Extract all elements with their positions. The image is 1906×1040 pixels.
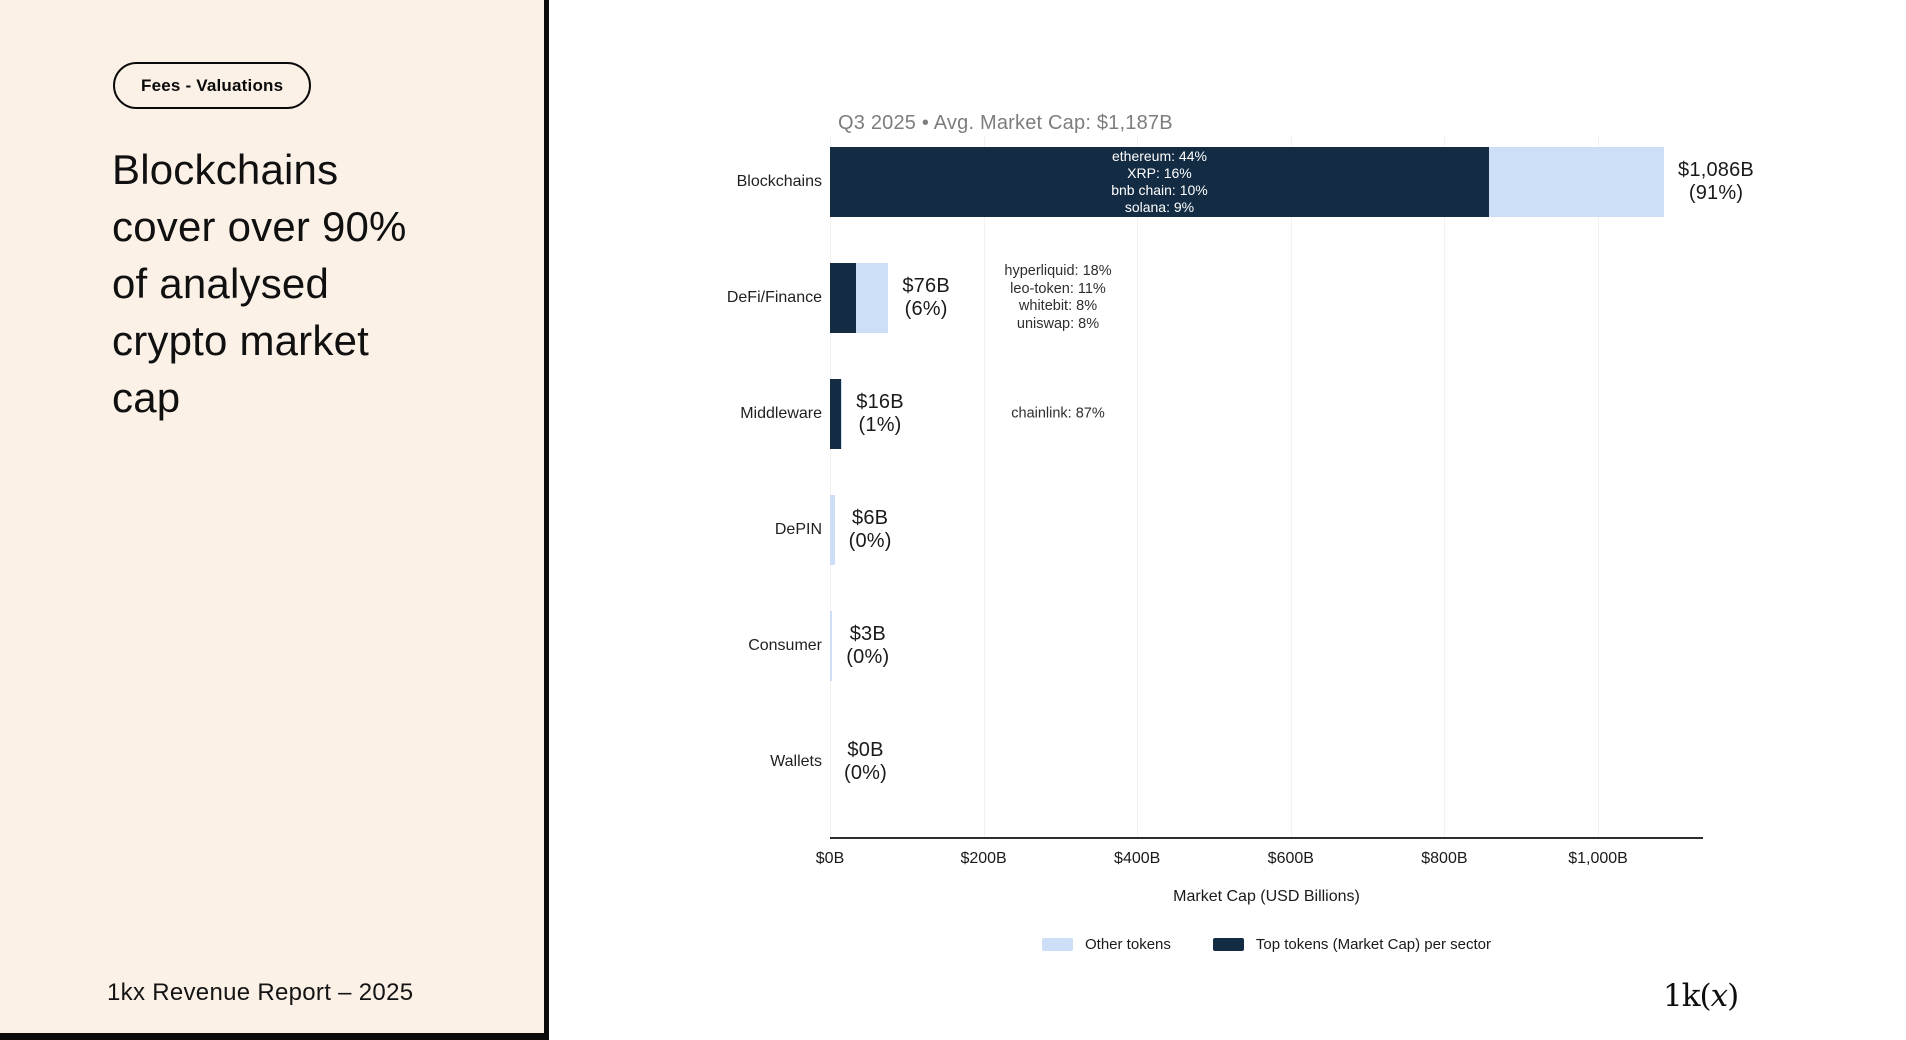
sector-label: DePIN (774, 521, 822, 538)
panel-bottom-border (0, 1033, 549, 1040)
bar-value-share: (0%) (844, 762, 888, 784)
annotation-line: leo-token: 11% (1010, 280, 1106, 297)
bar-inside-text: ethereum: 44% XRP: 16% bnb chain: 10% solan… (830, 147, 1489, 217)
top-tokens-annotation: chainlink: 87% (1011, 405, 1105, 423)
top-tokens-annotation: hyperliquid: 18% leo-token: 11% whitebit: … (1004, 263, 1111, 333)
slide-title-line: crypto market (112, 317, 369, 364)
legend-item: Top tokens (Market Cap) per sector (1212, 936, 1491, 953)
bar-segment-top-tokens (830, 379, 841, 449)
section-badge: Fees - Valuations (113, 62, 312, 109)
sector-label: Blockchains (736, 173, 822, 190)
annotation-line: uniswap: 8% (1016, 315, 1100, 332)
x-tick-label: $200B (960, 850, 1007, 867)
bar-value-amount: $6B (852, 506, 889, 529)
panel-divider (544, 0, 549, 1040)
bar-inside-line: ethereum: 44% (1111, 148, 1207, 164)
logo-suffix: ) (1727, 978, 1739, 1014)
x-tick-label: $800B (1421, 850, 1468, 867)
bar-value-amount: $16B (856, 390, 904, 413)
x-tick-label: $400B (1114, 850, 1161, 867)
bar-value-amount: $76B (902, 274, 950, 297)
legend-label: Top tokens (Market Cap) per sector (1255, 936, 1491, 953)
bar-value-amount: $3B (849, 622, 886, 645)
bar-value-amount: $1,086B (1678, 158, 1754, 181)
1kx-logo: 1k(x) (1663, 978, 1739, 1014)
bar-segment-top-tokens (830, 147, 1489, 217)
sector-label: DeFi/Finance (726, 289, 822, 306)
bar-value-share: (6%) (904, 298, 948, 320)
x-axis-label: Market Cap (USD Billions) (1173, 888, 1360, 905)
slide-title-line: cap (112, 374, 181, 421)
bar-row (830, 495, 835, 565)
slide-title: Blockchains cover over 90% of analysed cryp… (112, 141, 512, 426)
x-tick-label: $600B (1267, 850, 1314, 867)
bar-value-share: (1%) (858, 414, 902, 436)
bar-row (830, 263, 889, 333)
chart-title: Q3 2025 • Avg. Market Cap: $1,187B (838, 112, 1173, 134)
legend-swatch (1042, 938, 1073, 951)
annotation-line: hyperliquid: 18% (1004, 263, 1112, 279)
x-tick-label: $1,000B (1568, 850, 1628, 867)
bar-row (830, 379, 843, 449)
plot-gridline (1137, 136, 1139, 838)
legend-swatch (1212, 938, 1244, 951)
bar-row (830, 611, 833, 681)
slide-title-line: Blockchains (112, 146, 339, 193)
bar-value-label: $6B (0%) (849, 507, 892, 554)
sector-label: Middleware (740, 405, 822, 422)
sector-label: Wallets (770, 753, 822, 770)
bar-value-share: (91%) (1688, 182, 1744, 204)
chart-legend: Other tokens Top tokens (Market Cap) per … (830, 936, 1703, 953)
plot-gridline (1290, 136, 1292, 838)
bar-value-share: (0%) (848, 530, 892, 552)
slide-title-line: of analysed (112, 260, 330, 307)
bar-value-label: $1,086B (91%) (1678, 159, 1754, 206)
bar-row (830, 147, 1665, 217)
bar-inside-line: bnb chain: 10% (1111, 182, 1208, 198)
x-axis-line (830, 837, 1703, 839)
bar-value-amount: $0B (847, 738, 884, 761)
sector-label: Consumer (748, 637, 822, 654)
bar-segment-other-tokens (856, 263, 889, 333)
plot-gridline (1444, 136, 1446, 838)
legend-item: Other tokens (1042, 936, 1171, 953)
plot-gridline (983, 136, 985, 838)
bar-segment-top-tokens (830, 263, 857, 333)
plot-gridline (830, 136, 831, 838)
bar-segment-other-tokens (840, 379, 843, 449)
logo-x: x (1710, 978, 1729, 1014)
bar-value-label: $0B (0%) (844, 739, 887, 786)
bar-value-label: $76B (6%) (902, 275, 950, 322)
slide-title-line: cover over 90% (112, 203, 407, 250)
section-badge-label: Fees - Valuations (141, 75, 284, 95)
logo-prefix: 1k( (1663, 978, 1712, 1014)
bar-value-label: $16B (1%) (856, 391, 904, 438)
annotation-line: chainlink: 87% (1011, 405, 1105, 422)
plot-gridline (1598, 136, 1599, 838)
bar-value-label: $3B (0%) (846, 623, 889, 670)
annotation-line: whitebit: 8% (1018, 298, 1098, 314)
bar-segment-other-tokens (830, 611, 833, 681)
report-footer: 1kx Revenue Report – 2025 (107, 979, 414, 1006)
bar-value-share: (0%) (846, 646, 890, 668)
left-panel: Fees - Valuations Blockchains cover over … (0, 0, 544, 1040)
bar-inside-line: solana: 9% (1124, 199, 1195, 215)
x-tick-label: $0B (815, 850, 845, 867)
legend-label: Other tokens (1085, 936, 1171, 953)
bar-inside-line: XRP: 16% (1127, 165, 1192, 181)
bar-segment-other-tokens (1488, 147, 1665, 217)
bar-segment-other-tokens (830, 495, 835, 565)
